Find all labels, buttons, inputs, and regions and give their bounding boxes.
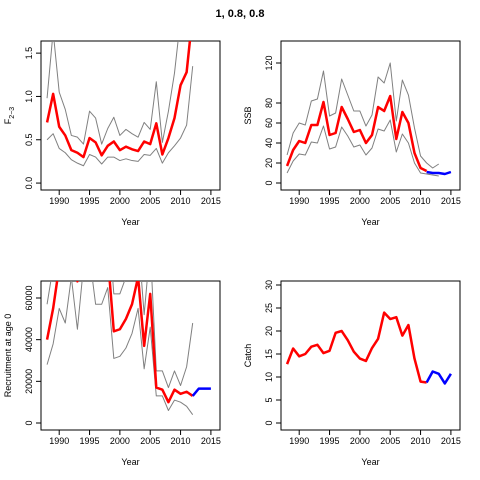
series-line — [285, 311, 427, 384]
y-tick-label: 0.5 — [24, 133, 34, 146]
x-tick-label: 2015 — [441, 196, 461, 206]
series-line — [46, 41, 179, 145]
y-tick-label: 20 — [264, 326, 274, 336]
series-line — [425, 370, 452, 385]
y-tick-label: 15 — [264, 349, 274, 359]
series-line — [286, 62, 440, 169]
y-tick-label: 0 — [264, 180, 274, 185]
y-axis-label: SSB — [243, 106, 253, 124]
series-line — [46, 281, 194, 415]
series-line — [46, 281, 194, 389]
plot-frame — [40, 40, 221, 191]
y-tick-label: 80 — [264, 98, 274, 108]
x-tick-label: 1995 — [320, 436, 340, 446]
y-axis-label: Catch — [243, 344, 253, 368]
y-tick-label: 10 — [264, 372, 274, 382]
x-axis-label: Year — [121, 457, 139, 467]
y-tick-label: 60 — [264, 118, 274, 128]
y-tick-label: 60000 — [24, 285, 34, 310]
series-line — [191, 387, 211, 397]
x-axis-label: Year — [361, 217, 379, 227]
x-tick-label: 2000 — [110, 436, 130, 446]
series-line — [285, 94, 428, 173]
x-tick-label: 2010 — [411, 436, 431, 446]
y-tick-label: 20 — [264, 158, 274, 168]
x-tick-label: 2000 — [350, 436, 370, 446]
y-tick-label: 25 — [264, 303, 274, 313]
panel: 1990 1995 2000 2005 2010 2015 0 5 10 15 20 25 30 Year… — [243, 280, 461, 467]
x-tick-label: 2015 — [441, 436, 461, 446]
x-tick-label: 2015 — [201, 436, 221, 446]
y-tick-label: 5 — [264, 397, 274, 402]
figure-title: 1, 0.8, 0.8 — [216, 8, 265, 20]
plot-frame — [280, 40, 461, 191]
series-line — [46, 66, 194, 167]
y-tick-label: 20000 — [24, 369, 34, 394]
y-axis-label: F2−3 — [3, 107, 16, 124]
x-tick-label: 2010 — [171, 436, 191, 446]
x-tick-label: 1990 — [289, 196, 309, 206]
x-tick-label: 2005 — [380, 436, 400, 446]
y-axis-label-main: SSB — [243, 106, 253, 124]
panel: 1990 1995 2000 2005 2010 2015 0.0 0.5 1.0 1.5 Year… — [3, 40, 221, 227]
x-tick-label: 1995 — [320, 196, 340, 206]
panel: 1990 1995 2000 2005 2010 2015 0 20 40 60 80 120 Year… — [243, 40, 461, 227]
x-tick-label: 2000 — [110, 196, 130, 206]
series-line — [426, 170, 452, 176]
x-tick-label: 2015 — [201, 196, 221, 206]
x-tick-label: 2010 — [171, 196, 191, 206]
y-axis-label-main: Catch — [243, 344, 253, 368]
y-axis-label-main: F — [3, 118, 13, 124]
x-tick-label: 2005 — [380, 196, 400, 206]
y-axis-label-main: Recruitment at age 0 — [3, 314, 13, 398]
series-line — [45, 41, 192, 159]
x-tick-label: 2005 — [140, 436, 160, 446]
y-tick-label: 30 — [264, 280, 274, 290]
x-tick-label: 2010 — [411, 196, 431, 206]
x-tick-label: 2005 — [140, 196, 160, 206]
y-tick-label: 0 — [24, 420, 34, 425]
x-axis-label: Year — [361, 457, 379, 467]
y-tick-label: 40 — [264, 138, 274, 148]
plot-frame — [40, 280, 221, 431]
y-tick-label: 40000 — [24, 327, 34, 352]
y-tick-label: 1.0 — [24, 90, 34, 103]
series-line — [45, 281, 194, 404]
y-tick-label: 1.5 — [24, 47, 34, 60]
y-axis-label: Recruitment at age 0 — [3, 314, 13, 398]
plot-frame — [280, 280, 461, 431]
y-tick-label: 0.0 — [24, 177, 34, 190]
x-tick-label: 2000 — [350, 196, 370, 206]
y-tick-label: 0 — [264, 420, 274, 425]
x-tick-label: 1990 — [49, 436, 69, 446]
x-tick-label: 1990 — [49, 196, 69, 206]
y-tick-label: 120 — [264, 55, 274, 70]
y-axis-label-subscript: 2−3 — [9, 107, 16, 119]
x-tick-label: 1995 — [80, 436, 100, 446]
x-tick-label: 1990 — [289, 436, 309, 446]
series-line — [286, 119, 439, 177]
x-tick-label: 1995 — [80, 196, 100, 206]
panel: 1990 1995 2000 2005 2010 2015 0 20000 40000 60000… — [3, 280, 221, 467]
x-axis-label: Year — [121, 217, 139, 227]
